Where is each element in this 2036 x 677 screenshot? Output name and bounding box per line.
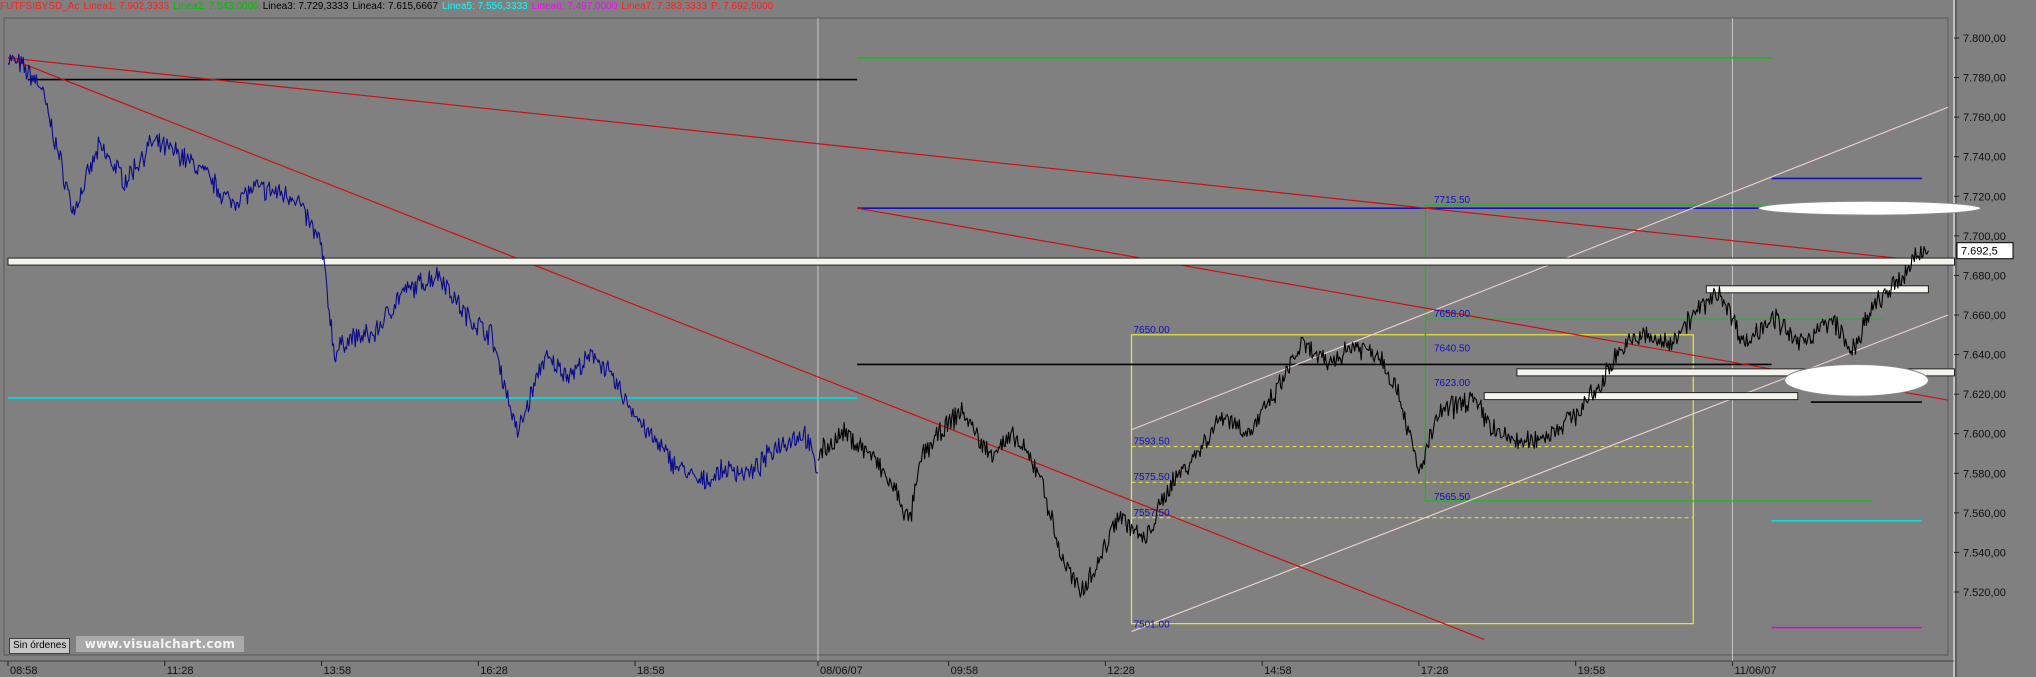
symbol-label: FUTFSIBYSD_Ac [0,1,80,12]
price-level-label: 7557.50 [1134,508,1171,519]
price-series-day2 [817,245,1929,598]
trendline [7,57,1485,641]
last-price-label: 7.692,5 [1961,246,1998,258]
y-tick-label: 7.580,00 [1963,468,2006,480]
x-tick-label: 14:58 [1264,665,1292,677]
price-level-label: 7575.50 [1134,472,1171,483]
channel-line [1131,314,1949,633]
price-level-label: 7715.50 [1434,195,1471,206]
indicator-linea6: Linea6: 7.497,0000 [531,1,618,12]
y-tick-label: 7.720,00 [1963,191,2006,203]
channel-line [1131,106,1949,431]
x-tick-label: 19:58 [1578,665,1606,677]
y-tick-label: 7.600,00 [1963,429,2006,441]
indicator-linea7: Linea7: 7.383,3333 [621,1,707,12]
y-tick-label: 7.800,00 [1963,33,2006,45]
price-level-label: 7650.00 [1134,325,1171,336]
indicator-linea4: Linea4: 7.615,6667 [352,1,439,12]
indicator-legend: FUTFSIBYSD_Ac Linea1: 7.902,3333 Linea2: 7… [0,0,777,14]
x-tick-label: 18:58 [637,665,665,677]
x-tick-label: 13:58 [324,665,352,677]
y-tick-label: 7.520,00 [1963,587,2006,599]
y-tick-label: 7.620,00 [1963,389,2006,401]
support-zone [1516,368,1956,377]
x-tick-label: 09:58 [951,665,979,677]
y-tick-label: 7.760,00 [1963,112,2006,124]
price-level-label: 7593.50 [1134,437,1171,448]
highlight-ellipse [1758,200,1982,216]
y-tick-label: 7.560,00 [1963,508,2006,520]
support-zone [1705,285,1929,294]
y-tick-label: 7.540,00 [1963,547,2006,559]
y-tick-label: 7.640,00 [1963,350,2006,362]
indicator-linea2: Linea2: 7.843,0000 [173,1,259,12]
indicator-linea3: Linea3: 7.729,3333 [262,1,349,12]
y-tick-label: 7.680,00 [1963,270,2006,282]
x-tick-label: 08:58 [10,665,38,677]
x-tick-label: 17:28 [1421,665,1449,677]
plot-area [3,17,1949,656]
y-tick-label: 7.700,00 [1963,231,2006,243]
x-tick-label: 12:28 [1107,665,1135,677]
price-level-label: 7623.00 [1434,378,1471,389]
support-zone [7,257,1956,266]
last-price-box [1956,242,2014,260]
indicator-p: P: 7.692,5000 [710,1,774,12]
x-tick-label: 11:28 [167,665,194,677]
price-level-label: 7640.50 [1434,344,1471,355]
price-level-label: 7565.50 [1434,492,1471,503]
price-series-day1 [7,53,819,490]
x-tick-label: 11/06/07 [1734,665,1776,677]
watermark-logo: www.visualchart.com [76,636,244,652]
x-tick-label: 08/06/07 [820,665,863,677]
support-zone [1483,392,1799,401]
trendline [7,57,1949,265]
y-tick-label: 7.740,00 [1963,152,2006,164]
indicator-linea5: Linea5: 7.556,3333 [442,1,528,12]
fib-box [1130,334,1694,625]
orders-button[interactable]: Sin órdenes [9,638,71,654]
y-tick-label: 7.780,00 [1963,73,2006,85]
x-tick-label: 16:28 [480,665,508,677]
price-level-label: 7658.00 [1434,309,1471,320]
trendline [857,207,1949,401]
highlight-ellipse [1784,363,1929,397]
price-level-label: 7501.00 [1134,620,1171,631]
y-tick-label: 7.660,00 [1963,310,2006,322]
indicator-linea1: Linea1: 7.902,3333 [83,1,170,12]
